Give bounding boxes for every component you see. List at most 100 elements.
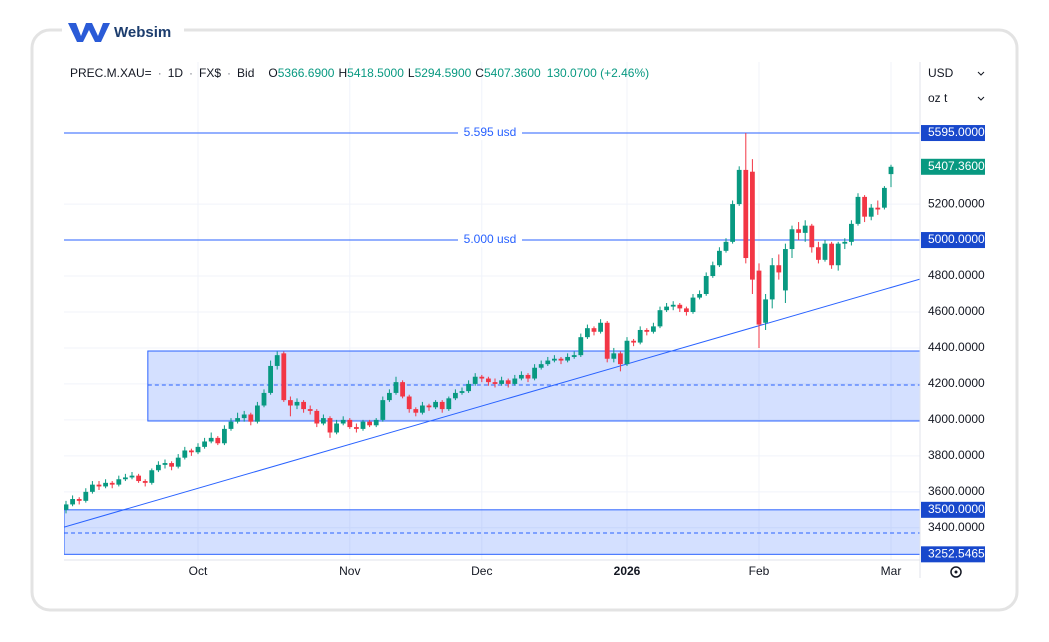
- header-item: 5366.6900: [278, 66, 335, 80]
- candle-body: [321, 418, 326, 424]
- candle-body: [373, 419, 379, 426]
- candle-body: [228, 421, 234, 429]
- candle-body: [796, 229, 801, 233]
- candle-body: [670, 304, 676, 307]
- candle-body: [717, 250, 722, 266]
- candle-body: [512, 378, 518, 384]
- candle-body: [426, 405, 432, 408]
- price-label-bg: [921, 232, 985, 249]
- candle-body: [862, 196, 867, 217]
- candle-body: [70, 499, 75, 505]
- header-item: 5407.3600: [484, 66, 541, 80]
- line-text: 5.000 usd: [464, 232, 517, 246]
- last-price-bg: [921, 158, 985, 175]
- candle-body: [433, 401, 438, 408]
- header-item: H: [338, 66, 347, 80]
- candle-body: [129, 475, 135, 478]
- header-item: 5418.5000: [347, 66, 404, 80]
- candle-body: [175, 457, 181, 467]
- price-label: 3252.5465: [928, 546, 985, 560]
- y-tick-label: 3600.0000: [928, 484, 985, 498]
- header-line: PREC.M.XAU= · 1D · FX$ · Bid O5366.6900 H5418.50…: [70, 66, 649, 80]
- candle-body: [829, 243, 834, 266]
- candle-body: [446, 398, 452, 410]
- candle-body: [585, 328, 590, 338]
- candle-body: [743, 169, 749, 259]
- candle-body: [387, 392, 392, 401]
- candle-body: [453, 392, 458, 399]
- price-label: 3500.0000: [928, 502, 985, 516]
- candle-body: [202, 441, 207, 447]
- candle-body: [301, 401, 306, 410]
- candle-body: [637, 329, 643, 343]
- candle-body: [816, 247, 821, 260]
- candle-body: [109, 482, 115, 485]
- candle-body: [274, 355, 280, 366]
- candle-body: [842, 241, 848, 244]
- candle-body: [730, 204, 735, 242]
- candle-body: [90, 484, 95, 492]
- gear-icon[interactable]: [950, 566, 962, 578]
- candle-body: [96, 484, 102, 487]
- candle-body: [532, 367, 537, 379]
- currency-select[interactable]: USD: [928, 66, 985, 80]
- y-tick-label: 3400.0000: [928, 520, 985, 534]
- x-tick-label: Mar: [881, 564, 902, 578]
- line-text-bg: [458, 233, 522, 248]
- candle-body: [195, 446, 201, 453]
- zone: [147, 350, 920, 422]
- line-text-bg: [458, 126, 522, 141]
- candle-body: [420, 405, 425, 413]
- candle-body: [499, 380, 504, 384]
- candle-body: [314, 410, 320, 424]
- header-item: 5294.5900: [415, 66, 472, 80]
- candle-body: [248, 414, 254, 422]
- chevron: [977, 71, 985, 76]
- settings-button[interactable]: [950, 566, 962, 578]
- candle-body: [486, 378, 491, 383]
- separator: ·: [189, 66, 193, 80]
- header-item: C: [475, 66, 484, 80]
- header: PREC.M.XAU= · 1D · FX$ · Bid O5366.6900 H5418.50…: [70, 66, 649, 80]
- candle-body: [380, 400, 386, 420]
- candle-body: [466, 383, 471, 392]
- candle-body: [802, 225, 808, 233]
- price-label-bg: [921, 125, 985, 142]
- candle-body: [624, 340, 630, 365]
- price-axis: 3400.0000 3600.0000 3800.0000 4000.0000 4200…: [921, 125, 985, 563]
- candle-body: [288, 400, 293, 406]
- y-tick-label: 4400.0000: [928, 340, 985, 354]
- candle-body: [571, 355, 577, 357]
- candle-body: [354, 427, 359, 429]
- candle-body: [618, 353, 623, 365]
- logo: Websim: [68, 23, 171, 42]
- candle-body: [156, 464, 161, 471]
- candle-body: [684, 308, 689, 312]
- header-item: O: [268, 66, 277, 80]
- candle-body: [644, 329, 650, 332]
- candle-body: [189, 450, 194, 453]
- candle-body: [116, 479, 122, 485]
- last-price-label: 5407.3600: [928, 159, 985, 173]
- header-item: 130.0700 (+2.46%): [547, 66, 649, 80]
- unit[interactable]: oz t: [928, 91, 948, 105]
- candle-body: [406, 396, 412, 410]
- candle-body: [809, 225, 815, 248]
- x-tick-label: Dec: [471, 564, 492, 578]
- candle-body: [215, 437, 221, 444]
- y-tick-label: 4600.0000: [928, 304, 985, 318]
- candle-body: [849, 223, 854, 242]
- candle-body: [479, 376, 485, 379]
- price-label-bg: [921, 546, 985, 563]
- candle-body: [565, 356, 570, 361]
- candle-body: [142, 481, 148, 483]
- candle-body: [327, 418, 333, 433]
- unit-select[interactable]: oz t: [928, 91, 985, 105]
- candle-body: [294, 401, 300, 406]
- separator: ·: [158, 66, 162, 80]
- logo-icon: [68, 23, 110, 42]
- y-tick-label: 4000.0000: [928, 412, 985, 426]
- currency[interactable]: USD: [928, 66, 954, 80]
- candle-body: [347, 419, 353, 428]
- candle-body: [888, 166, 894, 175]
